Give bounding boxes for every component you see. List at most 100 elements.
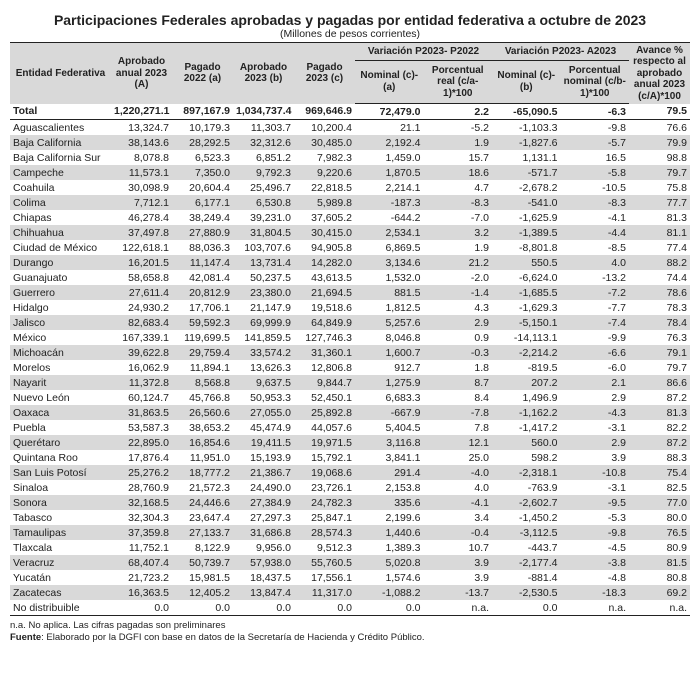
cell: 33,574.2	[233, 345, 294, 360]
cell: -6,624.0	[492, 270, 561, 285]
cell: 2,214.1	[355, 180, 424, 195]
cell: 0.0	[111, 600, 172, 616]
entity-label: Michoacán	[10, 345, 111, 360]
cell: 39,231.0	[233, 210, 294, 225]
cell: 24,782.3	[294, 495, 355, 510]
table-row: Baja California Sur8,078.86,523.36,851.2…	[10, 150, 690, 165]
cell: 6,523.3	[172, 150, 233, 165]
cell: 9,512.3	[294, 540, 355, 555]
cell: 80.8	[629, 570, 690, 585]
entity-label: Aguascalientes	[10, 120, 111, 136]
cell: -1,625.9	[492, 210, 561, 225]
entity-label: Querétaro	[10, 435, 111, 450]
cell: 10,200.4	[294, 120, 355, 136]
cell: 3.9	[424, 570, 493, 585]
cell: 68,407.4	[111, 555, 172, 570]
cell: 21,147.9	[233, 300, 294, 315]
col-var1: Variación P2023- P2022	[355, 43, 492, 61]
cell: -443.7	[492, 540, 561, 555]
cell: 2,534.1	[355, 225, 424, 240]
cell: 25,892.8	[294, 405, 355, 420]
cell: 88.2	[629, 255, 690, 270]
table-row: Ciudad de México122,618.188,036.3103,707…	[10, 240, 690, 255]
col-avance: Avance % respecto al aprobado anual 2023…	[629, 43, 690, 104]
entity-label: Nayarit	[10, 375, 111, 390]
cell: 9,792.3	[233, 165, 294, 180]
cell: 8.7	[424, 375, 493, 390]
cell: 3.2	[424, 225, 493, 240]
cell: 2.1	[561, 375, 630, 390]
cell: 38,143.6	[111, 135, 172, 150]
col-apr-a: Aprobado anual 2023 (A)	[111, 43, 172, 104]
cell: 79.1	[629, 345, 690, 360]
cell: -8.3	[424, 195, 493, 210]
cell: 81.5	[629, 555, 690, 570]
cell: 0.0	[492, 600, 561, 616]
cell: -4.0	[424, 465, 493, 480]
entity-label: Coahuila	[10, 180, 111, 195]
cell: 1.9	[424, 240, 493, 255]
cell: 23,647.4	[172, 510, 233, 525]
cell: 9,956.0	[233, 540, 294, 555]
cell: 20,812.9	[172, 285, 233, 300]
cell: 912.7	[355, 360, 424, 375]
cell: 6,683.3	[355, 390, 424, 405]
cell: 3.9	[424, 555, 493, 570]
cell: 16,062.9	[111, 360, 172, 375]
cell: 1,532.0	[355, 270, 424, 285]
cell: 0.0	[233, 600, 294, 616]
cell: 1,220,271.1	[111, 104, 172, 120]
cell: 26,560.6	[172, 405, 233, 420]
cell: -5.3	[561, 510, 630, 525]
cell: 55,760.5	[294, 555, 355, 570]
cell: 60,124.7	[111, 390, 172, 405]
table-row: Campeche11,573.17,350.09,792.39,220.61,8…	[10, 165, 690, 180]
col-pag-c: Pagado 2023 (c)	[294, 43, 355, 104]
cell: 19,068.6	[294, 465, 355, 480]
cell: 81.3	[629, 210, 690, 225]
cell: 80.0	[629, 510, 690, 525]
cell: 19,971.5	[294, 435, 355, 450]
cell: 80.9	[629, 540, 690, 555]
entity-label: Sonora	[10, 495, 111, 510]
cell: 141,859.5	[233, 330, 294, 345]
cell: 81.3	[629, 405, 690, 420]
col-var2-pct: Porcentual nominal (c/b-1)*100	[561, 60, 630, 104]
cell: 0.0	[294, 600, 355, 616]
cell: 64,849.9	[294, 315, 355, 330]
entity-label: Guerrero	[10, 285, 111, 300]
cell: 50,237.5	[233, 270, 294, 285]
cell: -3.8	[561, 555, 630, 570]
entity-label: No distribuible	[10, 600, 111, 616]
cell: 4.0	[424, 480, 493, 495]
cell: -541.0	[492, 195, 561, 210]
cell: 25,847.1	[294, 510, 355, 525]
cell: -1,450.2	[492, 510, 561, 525]
table-row: Tabasco32,304.323,647.427,297.325,847.12…	[10, 510, 690, 525]
total-row: Total 1,220,271.1 897,167.9 1,034,737.4 …	[10, 104, 690, 120]
cell: 75.4	[629, 465, 690, 480]
cell: 50,739.7	[172, 555, 233, 570]
cell: n.a.	[424, 600, 493, 616]
cell: 86.6	[629, 375, 690, 390]
cell: -819.5	[492, 360, 561, 375]
cell: 53,587.3	[111, 420, 172, 435]
cell: 0.0	[172, 600, 233, 616]
table-row: Jalisco82,683.459,592.369,999.964,849.95…	[10, 315, 690, 330]
table-row: Quintana Roo17,876.411,951.015,193.915,7…	[10, 450, 690, 465]
table-row: No distribuible0.00.00.00.00.0n.a.0.0n.a…	[10, 600, 690, 616]
cell: 79.7	[629, 360, 690, 375]
table-row: Tlaxcala11,752.18,122.99,956.09,512.31,3…	[10, 540, 690, 555]
cell: 1,389.3	[355, 540, 424, 555]
data-table: Entidad Federativa Aprobado anual 2023 (…	[10, 42, 690, 616]
cell: 3.9	[561, 450, 630, 465]
col-var2: Variación P2023- A2023	[492, 43, 629, 61]
cell: 2.9	[561, 435, 630, 450]
cell: 897,167.9	[172, 104, 233, 120]
cell: -5,150.1	[492, 315, 561, 330]
cell: 57,938.0	[233, 555, 294, 570]
entity-label: Campeche	[10, 165, 111, 180]
cell: -1,162.2	[492, 405, 561, 420]
cell: -65,090.5	[492, 104, 561, 120]
cell: 8,568.8	[172, 375, 233, 390]
